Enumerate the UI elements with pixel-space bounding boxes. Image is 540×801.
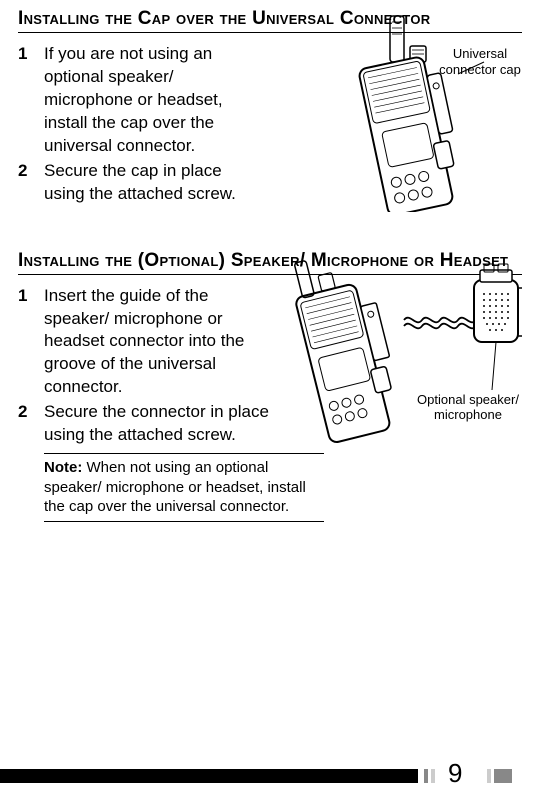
- footer-bar: [0, 769, 418, 783]
- step-number: 1: [18, 43, 44, 158]
- footer-decor: [424, 769, 428, 783]
- diagram-radio-speaker: Optional speaker/ microphone: [292, 250, 522, 460]
- step-text: If you are not using an optional speaker…: [44, 43, 264, 158]
- note-block: Note: When not using an optional speaker…: [44, 453, 324, 522]
- page-footer: 9: [0, 763, 540, 787]
- step-number: 2: [18, 160, 44, 206]
- note-text: When not using an optional speaker/ micr…: [44, 459, 306, 515]
- step-text: Secure the connector in place using the …: [44, 401, 274, 447]
- page-number: 9: [448, 758, 462, 789]
- section-cap-install: Installing the Cap over the Universal Co…: [18, 8, 522, 206]
- footer-decor: [494, 769, 512, 783]
- step-number: 2: [18, 401, 44, 447]
- step-text: Secure the cap in place using the attach…: [44, 160, 264, 206]
- callout-optional-speaker: Optional speaker/ microphone: [398, 392, 538, 423]
- section-speaker-install: Installing the (Optional) Speaker/ Micro…: [18, 250, 522, 522]
- step-text: Insert the guide of the speaker/ microph…: [44, 285, 274, 400]
- note-label: Note:: [44, 459, 82, 476]
- footer-decor: [431, 769, 435, 783]
- callout-universal-cap: Universal connector cap: [432, 46, 528, 77]
- step-number: 1: [18, 285, 44, 400]
- footer-decor: [487, 769, 491, 783]
- diagram-radio-cap: Universal connector cap: [302, 12, 522, 212]
